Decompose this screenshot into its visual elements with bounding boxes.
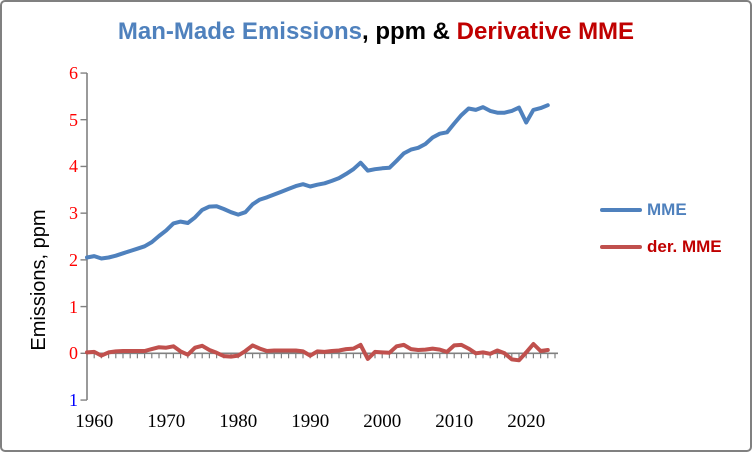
x-tick-label: 2020 [507,411,546,432]
mme-line-swatch [600,208,642,212]
chart-title-blue-segment: Man-Made Emissions [117,18,362,45]
chart-title-red-segment: Derivative MME [456,18,635,45]
y-tick-label: 4 [69,156,78,177]
y-tick-label: 2 [69,249,78,270]
legend-label-mme: MME [647,200,687,219]
legend-item-der-mme: der. MME [600,237,722,257]
chart-title: Man-Made Emissions, ppm & Derivative MME [2,18,750,46]
y-tick-label: 6 [69,63,78,84]
legend-label-der-mme: der. MME [647,237,722,256]
x-tick-label: 2010 [435,411,474,432]
mme-line [85,103,550,261]
y-tick-label: 1 [69,296,78,317]
x-tick-label: 1960 [75,411,114,432]
y-tick-label: 1 [69,390,78,410]
legend-item-mme: MME [600,200,687,220]
x-tick-label: 1980 [219,411,258,432]
x-tick-label: 1990 [291,411,330,432]
x-tick-label: 1970 [147,411,186,432]
chart-title-black-segment: , ppm & [361,18,457,45]
x-tick-label: 2000 [363,411,402,432]
y-tick-label: 0 [69,343,78,364]
der-mme-line-swatch [600,245,642,249]
y-tick-label: 3 [69,203,78,224]
der-mme-line [85,342,550,363]
y-tick-label: 5 [69,109,78,130]
